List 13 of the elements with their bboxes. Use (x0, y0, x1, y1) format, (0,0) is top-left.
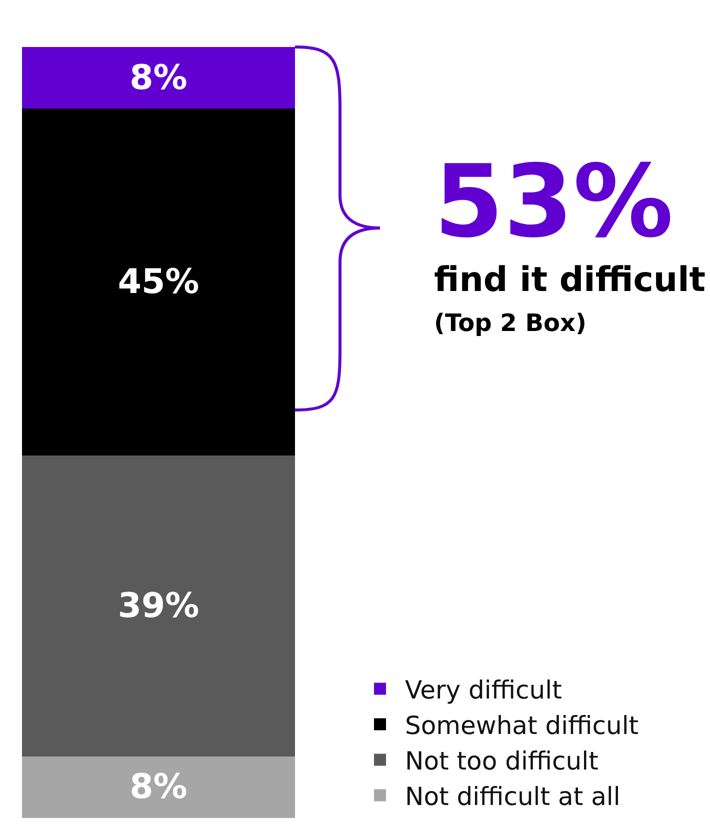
data-label: 39% (118, 586, 200, 626)
data-label: 45% (118, 262, 200, 302)
legend-label: Very difficult (404, 676, 562, 704)
text: 53% (434, 143, 674, 260)
data-label: 8% (130, 767, 188, 808)
legend-label: Not difficult at all (404, 782, 620, 811)
text: find it difficult (434, 260, 706, 300)
legend-label: Not too difficult (404, 746, 599, 776)
bar (22, 47, 296, 109)
text: (Top 2 Box) (434, 309, 586, 337)
data-label: 8% (130, 58, 188, 98)
legend-label: Somewhat difficult (404, 711, 639, 740)
bar (22, 756, 296, 818)
